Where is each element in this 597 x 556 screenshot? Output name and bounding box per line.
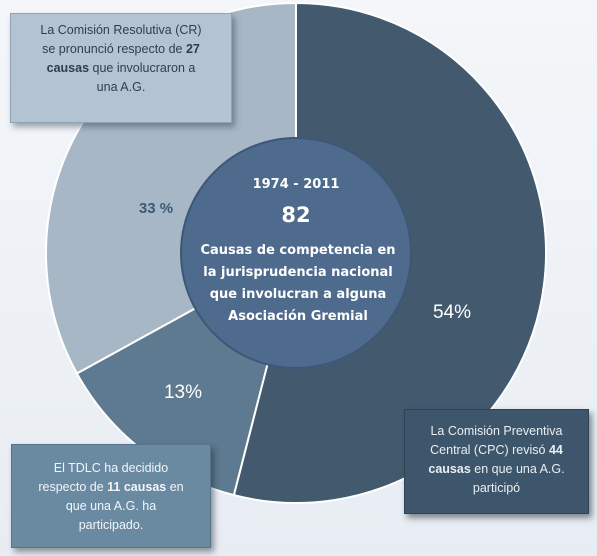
- callout-cr-line-3: causas que involucraron a: [21, 59, 221, 78]
- callout-cpc-line-4: participó: [472, 481, 521, 495]
- callout-cpc-line-1: La Comisión Preventiva: [430, 424, 563, 438]
- callout-cr-note: La Comisión Resolutiva (CR) se pronunció…: [10, 13, 232, 123]
- callout-cr-line-2: se pronunció respecto de 27: [21, 40, 221, 59]
- callout-cr-line-3-text: que involucraron a: [89, 61, 196, 75]
- slice-label-3: 33 %: [139, 200, 173, 217]
- callout-cr-causes-word: causas: [46, 61, 90, 75]
- center-description-line-2: la jurisprudencia nacional: [203, 265, 392, 280]
- callout-tdlc-line-4: participado.: [78, 518, 144, 532]
- callout-tdlc-count: 11 causas: [107, 480, 167, 494]
- callout-cpc-line-2-text: Central (CPC) revisó: [430, 443, 549, 457]
- callout-cpc-line-3: causas en que una A.G.: [415, 460, 578, 479]
- callout-tdlc-line-1: El TDLC ha decidido: [53, 461, 169, 475]
- callout-tdlc-line-3: que una A.G. ha: [65, 499, 157, 513]
- callout-tdlc-line-2-text: respecto de: [38, 480, 108, 494]
- callout-tdlc-line-2: respecto de 11 causas en: [22, 478, 200, 497]
- center-description-line-3: que involucran a alguna: [210, 287, 387, 302]
- callout-cr-line-4: una A.G.: [96, 80, 146, 94]
- callout-cr-line-2-text: se pronunció respecto de: [42, 42, 186, 56]
- callout-cpc-line-3-text: en que una A.G.: [470, 462, 565, 476]
- slice-labels: 54% 13% 33 %: [139, 200, 471, 403]
- callout-tdlc-note: El TDLC ha decidido respecto de 11 causa…: [11, 444, 211, 548]
- callout-cpc-causes-word: causas: [428, 462, 471, 476]
- center-description-line-1: Causas de competencia en: [200, 243, 395, 258]
- callout-tdlc-line-2-end: en: [166, 480, 184, 494]
- slice-label-1: 54%: [433, 302, 471, 323]
- donut-center-circle: [180, 137, 412, 369]
- center-description-line-4: Asociación Gremial: [228, 309, 368, 324]
- callout-cr-count: 27: [185, 42, 200, 56]
- callout-cpc-note: La Comisión Preventiva Central (CPC) rev…: [404, 409, 589, 514]
- callout-cpc-count: 44: [548, 443, 563, 457]
- callout-cr-line-1: La Comisión Resolutiva (CR): [40, 23, 202, 37]
- callout-cpc-line-2: Central (CPC) revisó 44: [415, 441, 578, 460]
- slice-label-2: 13%: [164, 382, 202, 403]
- period-label: 1974 - 2011: [253, 177, 340, 192]
- total-causes-value: 82: [281, 203, 310, 227]
